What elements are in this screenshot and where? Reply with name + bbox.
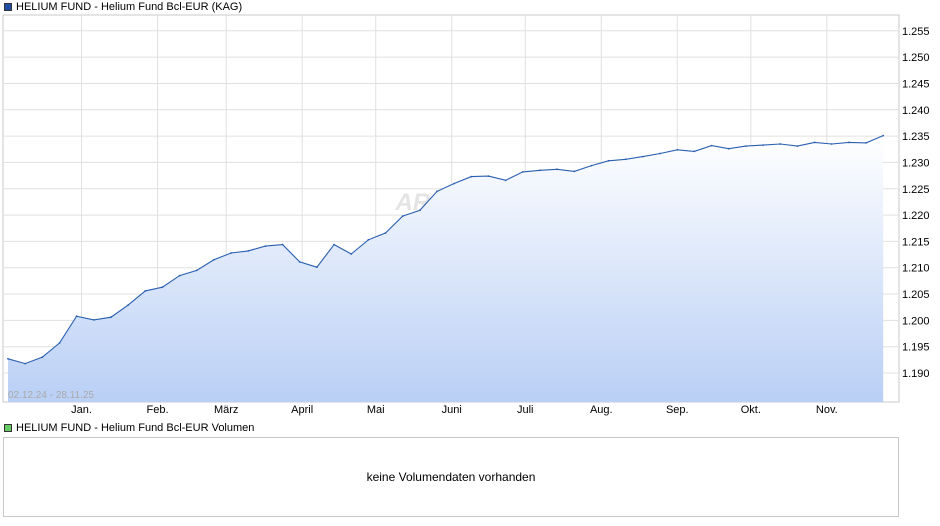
x-tick-label: April xyxy=(291,404,313,416)
price-point xyxy=(796,145,799,148)
price-point xyxy=(247,250,250,252)
price-point xyxy=(521,171,524,173)
price-point xyxy=(865,142,867,144)
price-point xyxy=(264,245,267,248)
price-point xyxy=(607,159,610,162)
price-point xyxy=(58,342,61,344)
price-point xyxy=(727,147,730,150)
price-point xyxy=(590,164,593,167)
price-point xyxy=(762,144,764,147)
x-tick-label: Nov. xyxy=(816,404,838,416)
price-point xyxy=(298,261,301,263)
x-tick-label: Okt. xyxy=(741,404,761,416)
price-point xyxy=(830,143,833,145)
price-point xyxy=(161,286,164,289)
volume-legend-swatch xyxy=(4,424,12,432)
price-point xyxy=(110,316,112,319)
x-tick-label: Jan. xyxy=(71,404,92,416)
price-point xyxy=(401,215,404,218)
y-tick-label: 1.225 xyxy=(902,184,930,196)
price-point xyxy=(470,175,473,178)
price-point xyxy=(24,362,27,365)
y-tick-label: 1.220 xyxy=(902,210,930,222)
x-tick-label: Sep. xyxy=(666,404,689,416)
price-point xyxy=(573,170,576,173)
price-point xyxy=(779,143,782,145)
x-tick-label: März xyxy=(214,404,238,416)
price-point xyxy=(419,209,421,212)
price-point xyxy=(882,134,885,137)
x-axis-labels: Jan. Feb. März April Mai Juni Juli Aug. Sep. Okt.… xyxy=(71,404,838,416)
x-tick-label: Feb. xyxy=(147,404,169,416)
price-line xyxy=(7,135,884,365)
price-point xyxy=(539,169,541,172)
y-tick-label: 1.200 xyxy=(902,315,930,327)
price-point xyxy=(848,141,850,144)
price-point xyxy=(436,190,438,193)
price-point xyxy=(367,238,370,241)
price-point xyxy=(693,150,696,153)
price-legend: HELIUM FUND - Helium Fund Bcl-EUR (KAG) xyxy=(4,1,242,13)
price-point xyxy=(316,266,318,269)
price-chart: ARIVA.DE 1.1901.1951.2001.2051.2101.2151… xyxy=(2,14,930,416)
price-point xyxy=(487,175,490,178)
price-point xyxy=(350,253,353,255)
price-point xyxy=(41,356,44,359)
y-axis-labels: 1.190 1.195 1.200 1.205 1.210 1.215 1.220 1.225… xyxy=(902,26,930,380)
price-point xyxy=(556,168,558,171)
y-tick-label: 1.205 xyxy=(902,289,930,301)
price-point xyxy=(333,243,335,246)
y-tick-label: 1.250 xyxy=(902,52,930,64)
price-point xyxy=(504,179,507,182)
price-point xyxy=(92,319,95,321)
volume-legend: HELIUM FUND - Helium Fund Bcl-EUR Volume… xyxy=(4,422,254,434)
y-tick-label: 1.215 xyxy=(902,236,930,248)
price-point xyxy=(624,158,627,161)
price-point xyxy=(195,269,198,272)
price-point xyxy=(213,258,215,261)
price-point xyxy=(659,152,661,155)
price-point xyxy=(745,145,747,148)
y-tick-label: 1.240 xyxy=(902,105,930,117)
price-point xyxy=(453,182,456,185)
no-volume-message: keine Volumendaten vorhanden xyxy=(366,470,536,484)
volume-legend-label: HELIUM FUND - Helium Fund Bcl-EUR Volume… xyxy=(16,422,255,434)
price-point xyxy=(7,357,9,360)
price-point xyxy=(127,304,129,306)
price-point xyxy=(281,243,284,246)
y-tick-label: 1.210 xyxy=(902,263,930,275)
price-point xyxy=(75,315,78,318)
y-tick-label: 1.255 xyxy=(902,26,930,38)
x-tick-label: Juni xyxy=(442,404,462,416)
y-tick-label: 1.245 xyxy=(902,78,930,90)
y-tick-label: 1.190 xyxy=(902,368,930,380)
price-point xyxy=(710,144,713,147)
price-point xyxy=(813,141,816,144)
volume-panel: keine Volumendaten vorhanden xyxy=(3,437,899,517)
price-legend-swatch xyxy=(4,3,12,11)
y-tick-label: 1.195 xyxy=(902,342,930,354)
y-tick-label: 1.230 xyxy=(902,157,930,169)
price-points xyxy=(7,134,885,365)
x-tick-label: Aug. xyxy=(590,404,613,416)
price-point xyxy=(384,232,387,234)
price-point xyxy=(230,252,233,254)
x-tick-label: Juli xyxy=(517,404,534,416)
price-area xyxy=(8,135,884,402)
date-range-label: 02.12.24 - 28.11.25 xyxy=(8,390,94,401)
price-point xyxy=(144,290,147,292)
price-point xyxy=(676,148,679,151)
y-tick-label: 1.235 xyxy=(902,131,930,143)
price-point xyxy=(178,274,181,277)
price-point xyxy=(642,155,644,158)
price-legend-label: HELIUM FUND - Helium Fund Bcl-EUR (KAG) xyxy=(16,1,243,13)
x-tick-label: Mai xyxy=(367,404,385,416)
